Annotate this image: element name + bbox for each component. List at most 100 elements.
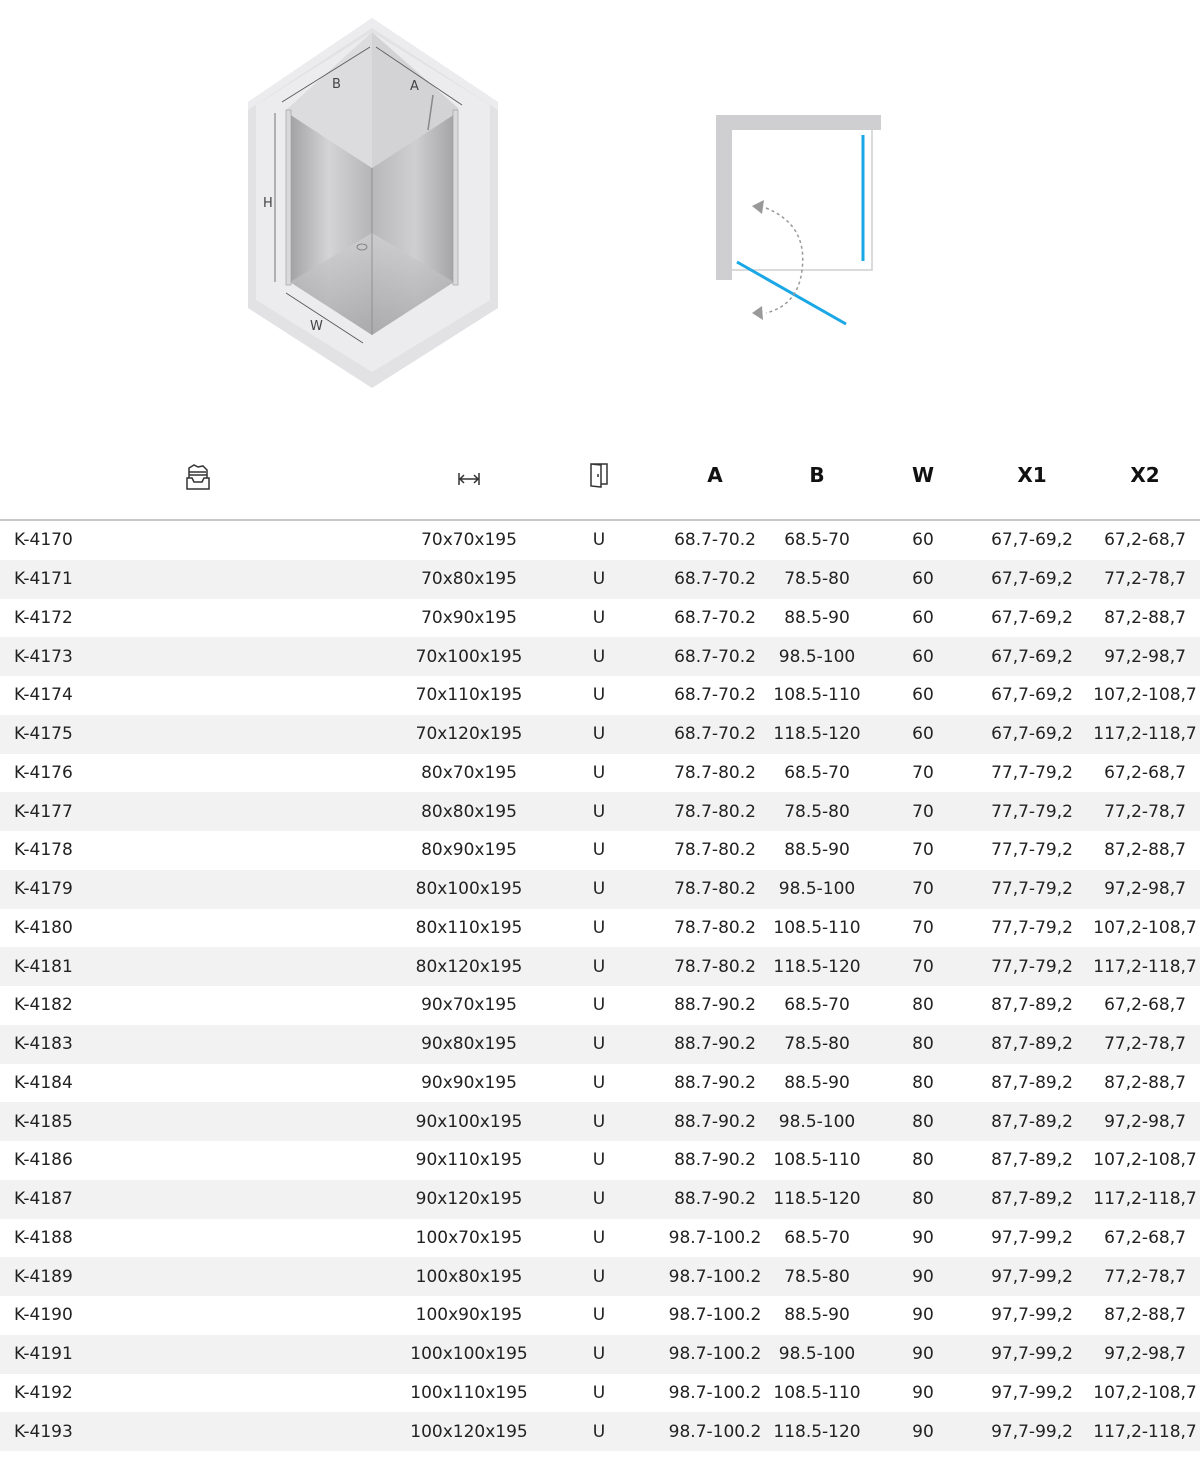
cell-x1-range: 97,7-99,2 xyxy=(991,1421,1073,1442)
cell-x2-range: 97,2-98,7 xyxy=(1104,1111,1186,1132)
cell-w-value: 70 xyxy=(912,840,934,861)
cell-x1-range: 87,7-89,2 xyxy=(991,1034,1073,1055)
cell-dimensions: 90x80x195 xyxy=(421,1034,517,1055)
cell-x2-range: 67,2-68,7 xyxy=(1104,1227,1186,1248)
cell-a-range: 88.7-90.2 xyxy=(674,1189,756,1210)
table-row: K-4170 70x70x195 U 68.7-70.2 68.5-70 60 67,7-6… xyxy=(0,521,1200,560)
cell-w-value: 80 xyxy=(912,995,934,1016)
cell-a-range: 98.7-100.2 xyxy=(668,1266,762,1287)
cell-x1-range: 67,7-69,2 xyxy=(991,569,1073,590)
cell-door-type: U xyxy=(592,840,606,861)
cell-door-type: U xyxy=(592,1266,606,1287)
cell-door-type: U xyxy=(592,995,606,1016)
cell-x1-range: 97,7-99,2 xyxy=(991,1227,1073,1248)
cell-a-range: 98.7-100.2 xyxy=(668,1305,762,1326)
cell-x2-range: 67,2-68,7 xyxy=(1104,530,1186,551)
cell-door-type: U xyxy=(592,1072,606,1093)
cell-a-range: 88.7-90.2 xyxy=(674,1072,756,1093)
cell-b-range: 88.5-90 xyxy=(784,1072,850,1093)
cell-dimensions: 70x80x195 xyxy=(421,569,517,590)
cell-x1-range: 67,7-69,2 xyxy=(991,685,1073,706)
cell-dimensions: 70x90x195 xyxy=(421,607,517,628)
cell-product-code: K-4171 xyxy=(14,569,73,590)
cell-x1-range: 77,7-79,2 xyxy=(991,879,1073,900)
table-row: K-4174 70x110x195 U 68.7-70.2 108.5-110 60 67,… xyxy=(0,676,1200,715)
arrow-head-icon xyxy=(752,306,763,320)
cell-b-range: 108.5-110 xyxy=(773,1382,861,1403)
cell-w-value: 80 xyxy=(912,1034,934,1055)
cell-b-range: 88.5-90 xyxy=(784,607,850,628)
cell-x1-range: 87,7-89,2 xyxy=(991,1072,1073,1093)
cell-x1-range: 87,7-89,2 xyxy=(991,1111,1073,1132)
cell-door-type: U xyxy=(592,1150,606,1171)
cell-product-code: K-4192 xyxy=(14,1382,73,1403)
cell-product-code: K-4190 xyxy=(14,1305,73,1326)
cell-a-range: 68.7-70.2 xyxy=(674,607,756,628)
cell-w-value: 90 xyxy=(912,1344,934,1365)
cell-x1-range: 97,7-99,2 xyxy=(991,1305,1073,1326)
table-row: K-4185 90x100x195 U 88.7-90.2 98.5-100 80 87,7… xyxy=(0,1102,1200,1141)
cell-door-type: U xyxy=(592,956,606,977)
cell-door-type: U xyxy=(592,801,606,822)
cell-dimensions: 90x100x195 xyxy=(415,1111,523,1132)
cell-x2-range: 77,2-78,7 xyxy=(1104,801,1186,822)
cell-w-value: 60 xyxy=(912,569,934,590)
cell-w-value: 70 xyxy=(912,917,934,938)
arrow-head-icon xyxy=(752,200,764,214)
cell-x1-range: 97,7-99,2 xyxy=(991,1344,1073,1365)
cell-product-code: K-4193 xyxy=(14,1421,73,1442)
cell-w-value: 60 xyxy=(912,685,934,706)
door-icon xyxy=(589,462,609,493)
table-row: K-4180 80x110x195 U 78.7-80.2 108.5-110 70 77,… xyxy=(0,909,1200,948)
cell-door-type: U xyxy=(592,685,606,706)
cell-door-type: U xyxy=(592,1111,606,1132)
cell-x2-range: 87,2-88,7 xyxy=(1104,1072,1186,1093)
cell-x1-range: 77,7-79,2 xyxy=(991,917,1073,938)
table-row: K-4173 70x100x195 U 68.7-70.2 98.5-100 60 67,7… xyxy=(0,637,1200,676)
cell-b-range: 78.5-80 xyxy=(784,1034,850,1055)
cell-x2-range: 67,2-68,7 xyxy=(1104,762,1186,783)
cell-b-range: 88.5-90 xyxy=(784,1305,850,1326)
dimension-label-a: A xyxy=(410,79,419,94)
cell-w-value: 80 xyxy=(912,1150,934,1171)
cell-x2-range: 87,2-88,7 xyxy=(1104,607,1186,628)
cell-door-type: U xyxy=(592,879,606,900)
cell-w-value: 60 xyxy=(912,607,934,628)
cell-b-range: 88.5-90 xyxy=(784,840,850,861)
cell-product-code: K-4184 xyxy=(14,1072,73,1093)
table-header: A B W X1 X2 xyxy=(0,450,1200,521)
cell-a-range: 78.7-80.2 xyxy=(674,917,756,938)
width-arrows-icon xyxy=(457,468,481,492)
cell-b-range: 98.5-100 xyxy=(778,1111,856,1132)
cell-a-range: 68.7-70.2 xyxy=(674,530,756,551)
cell-product-code: K-4181 xyxy=(14,956,73,977)
cell-w-value: 90 xyxy=(912,1382,934,1403)
cell-x2-range: 67,2-68,7 xyxy=(1104,995,1186,1016)
column-header-x2: X2 xyxy=(1130,463,1160,487)
cell-door-type: U xyxy=(592,1227,606,1248)
cell-x2-range: 87,2-88,7 xyxy=(1104,1305,1186,1326)
table-row: K-4189 100x80x195 U 98.7-100.2 78.5-80 90 97,7… xyxy=(0,1257,1200,1296)
cell-product-code: K-4189 xyxy=(14,1266,73,1287)
cell-dimensions: 90x70x195 xyxy=(421,995,517,1016)
cell-w-value: 70 xyxy=(912,879,934,900)
catalog-tray-icon xyxy=(184,462,212,495)
cell-door-type: U xyxy=(592,530,606,551)
cell-b-range: 108.5-110 xyxy=(773,685,861,706)
table-row: K-4184 90x90x195 U 88.7-90.2 88.5-90 80 87,7-8… xyxy=(0,1064,1200,1103)
cell-x2-range: 77,2-78,7 xyxy=(1104,569,1186,590)
cell-x2-range: 97,2-98,7 xyxy=(1104,1344,1186,1365)
cell-b-range: 118.5-120 xyxy=(773,1189,861,1210)
cell-a-range: 68.7-70.2 xyxy=(674,569,756,590)
cell-w-value: 60 xyxy=(912,530,934,551)
table-row: K-4182 90x70x195 U 88.7-90.2 68.5-70 80 87,7-8… xyxy=(0,986,1200,1025)
cell-b-range: 108.5-110 xyxy=(773,1150,861,1171)
cell-x1-range: 77,7-79,2 xyxy=(991,801,1073,822)
cell-door-type: U xyxy=(592,1344,606,1365)
table-row: K-4186 90x110x195 U 88.7-90.2 108.5-110 80 87,… xyxy=(0,1141,1200,1180)
cell-b-range: 108.5-110 xyxy=(773,917,861,938)
cell-a-range: 68.7-70.2 xyxy=(674,646,756,667)
cell-a-range: 78.7-80.2 xyxy=(674,840,756,861)
table-row: K-4179 80x100x195 U 78.7-80.2 98.5-100 70 77,7… xyxy=(0,869,1200,909)
cell-door-type: U xyxy=(592,724,606,745)
